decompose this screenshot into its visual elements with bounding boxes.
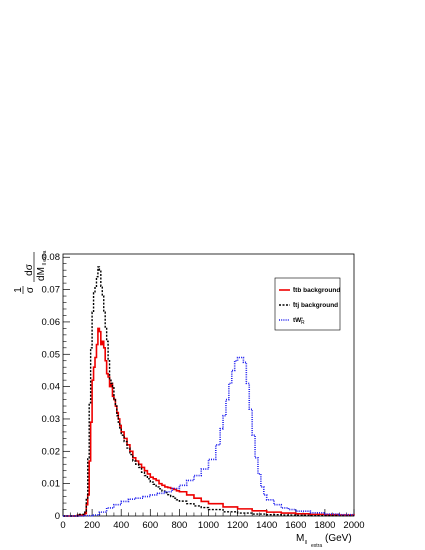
xlabel-unit: (GeV) <box>325 533 352 544</box>
y-tick-label: 0.02 <box>42 446 61 457</box>
x-tick-label: 0 <box>60 520 65 531</box>
x-axis: 0 200 400 600 800 1000 1200 1400 1600 1800 2000 <box>60 509 365 531</box>
x-tick-label: 1800 <box>314 520 335 531</box>
legend-label-ttj: t̄tj background <box>293 300 338 309</box>
y-axis-title: 1 σ dσ dM ll extra <box>13 250 48 294</box>
ylabel-dden: dM <box>36 267 47 281</box>
x-tick-label: 1600 <box>285 520 306 531</box>
xlabel-sub: ll <box>305 540 307 546</box>
x-tick-label: 200 <box>84 520 100 531</box>
y-axis: 0 0.01 0.02 0.03 0.04 0.05 0.06 0.07 0.08 <box>42 252 70 522</box>
y-tick-label: 0.06 <box>42 317 61 328</box>
x-tick-label: 1000 <box>198 520 219 531</box>
legend-box <box>274 277 341 331</box>
x-tick-label: 400 <box>113 520 129 531</box>
x-tick-label: 800 <box>171 520 187 531</box>
ylabel-dnum: dσ <box>24 263 35 276</box>
series-layer <box>63 266 355 517</box>
y-tick-label: 0 <box>55 511 60 522</box>
x-tick-label: 600 <box>142 520 158 531</box>
y-tick-label: 0.08 <box>42 252 61 263</box>
x-axis-title: M ll extra (GeV) <box>296 533 352 549</box>
ylabel-den: σ <box>25 286 36 293</box>
series-line-2 <box>63 356 355 517</box>
xlabel-main: M <box>296 533 304 544</box>
x-tick-label: 2000 <box>343 520 364 531</box>
x-tick-label: 1200 <box>227 520 248 531</box>
y-tick-label: 0.05 <box>42 349 61 360</box>
xlabel-subsub: extra <box>311 543 322 549</box>
y-tick-label: 0.01 <box>42 479 61 490</box>
legend-label-ttb: t̄tb background <box>293 285 340 294</box>
y-tick-label: 0.04 <box>42 382 61 393</box>
ylabel-sub: ll extra <box>42 250 48 265</box>
x-tick-label: 1400 <box>256 520 277 531</box>
legend: t̄tb background t̄tj background tW' R <box>274 277 341 331</box>
y-tick-label: 0.07 <box>42 285 61 296</box>
ylabel-num: 1 <box>13 287 24 293</box>
series-line-0 <box>63 327 355 517</box>
y-tick-label: 0.03 <box>42 414 61 425</box>
legend-label-twr-sub: R <box>301 320 305 326</box>
series-line-1 <box>63 266 354 517</box>
legend-label-twr: tW' <box>293 317 303 324</box>
